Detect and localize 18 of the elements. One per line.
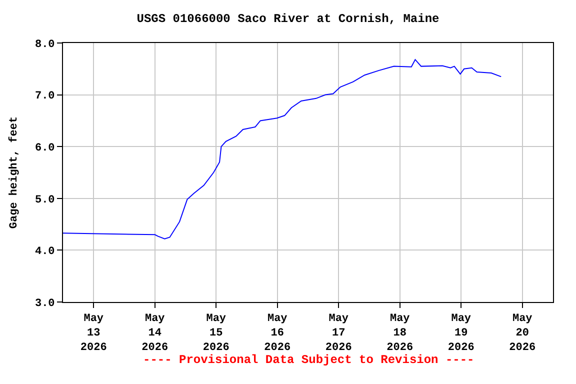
x-tick-label: May 17 2026	[325, 313, 352, 354]
y-tick-label: 5.0	[34, 194, 55, 206]
y-tick-label: 6.0	[34, 142, 55, 154]
x-tick-label: May 18 2026	[386, 313, 414, 354]
y-tick-label: 3.0	[34, 298, 55, 310]
x-tick-label: May 16 2026	[264, 313, 291, 354]
text: ---- Provisional Data Subject to Revision ----	[143, 353, 474, 367]
x-tick-label: May 19 2026	[448, 313, 474, 354]
y-tick-label: 8.0	[34, 38, 55, 51]
x-tick-label: May 14 2026	[142, 313, 168, 354]
x-tick-label: May 20 2026	[509, 313, 536, 354]
chart-title: USGS 01066000 Saco River at Cornish, Maine	[136, 12, 440, 26]
x-tick-label: May 15 2026	[202, 313, 230, 354]
y-tick-label: 4.0	[34, 246, 55, 258]
y-axis-title: Gage height, feet	[8, 116, 21, 229]
y-tick-label: 7.0	[34, 90, 55, 103]
line-series	[63, 59, 502, 240]
x-tick-label: May 13 2026	[80, 313, 107, 354]
